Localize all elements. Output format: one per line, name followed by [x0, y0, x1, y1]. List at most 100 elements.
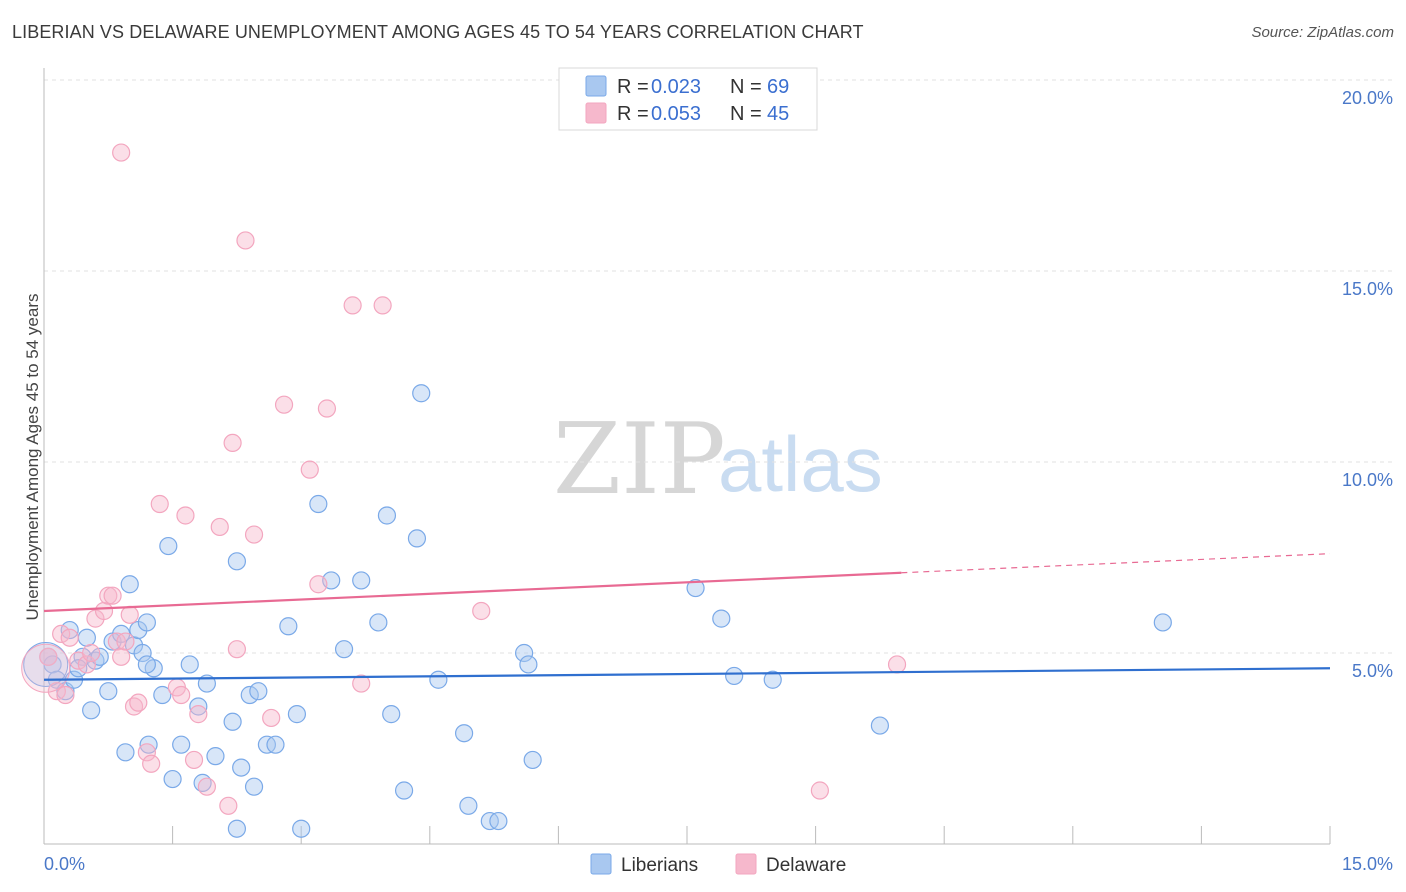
- scatter-point: [472, 601, 491, 621]
- scatter-point: [686, 578, 705, 598]
- watermark-zip: ZIP: [553, 403, 726, 517]
- legend-n-label-liberians: N =: [730, 76, 762, 98]
- scatter-point: [394, 781, 414, 800]
- scatter-point: [112, 143, 131, 162]
- scatter-point: [137, 613, 156, 632]
- scatter-point: [236, 231, 255, 250]
- legend-r-value-delaware: 0.053: [651, 103, 701, 125]
- trend-line-extension: [901, 553, 1331, 574]
- bottom-legend-label-delaware: Delaware: [766, 855, 846, 876]
- scatter-point: [232, 758, 251, 777]
- scatter-point: [139, 735, 158, 754]
- x-tick-label: 15.0%: [1342, 854, 1393, 874]
- legend-r-label-delaware: R =: [617, 103, 649, 125]
- scatter-point: [249, 682, 268, 701]
- scatter-point: [300, 460, 319, 479]
- scatter-point: [343, 296, 362, 315]
- scatter-point: [52, 624, 71, 644]
- scatter-point: [189, 705, 208, 724]
- scatter-point: [82, 701, 101, 720]
- scatter-point: [810, 781, 829, 800]
- scatter-point: [274, 395, 294, 414]
- scatter-point: [244, 525, 264, 544]
- scatter-point: [352, 571, 371, 590]
- scatter-point: [489, 811, 508, 831]
- scatter-point: [176, 506, 195, 525]
- scatter-point: [373, 296, 392, 315]
- scatter-point: [223, 433, 242, 452]
- scatter-point: [99, 586, 118, 605]
- scatter-point: [227, 552, 246, 571]
- scatter-point: [227, 640, 246, 659]
- scatter-point: [129, 693, 148, 712]
- scatter-point: [266, 735, 285, 754]
- scatter-point: [429, 670, 448, 689]
- y-tick-labels: 5.0% 10.0% 15.0% 20.0%: [1342, 88, 1393, 681]
- scatter-point: [206, 747, 225, 766]
- x-tick-label: 0.0%: [44, 854, 85, 874]
- scatter-point: [279, 617, 298, 636]
- x-ticks: [43, 826, 1331, 844]
- scatter-point: [262, 708, 281, 728]
- scatter-point: [369, 613, 388, 632]
- scatter-point: [120, 575, 139, 594]
- scatter-point: [137, 655, 156, 674]
- legend: R = 0.023 N = 69 R = 0.053 N = 45: [558, 67, 818, 131]
- trend-lines: [43, 553, 1331, 681]
- scatter-point: [99, 682, 118, 701]
- y-tick-label: 5.0%: [1352, 661, 1393, 681]
- scatter-point: [189, 697, 208, 716]
- scatter-point: [172, 735, 191, 754]
- scatter-point: [159, 536, 178, 556]
- legend-swatch-liberians: [585, 75, 607, 97]
- scatter-point: [292, 819, 311, 838]
- scatter-point: [60, 628, 79, 647]
- scatter-point: [725, 666, 744, 686]
- scatter-point: [407, 529, 427, 548]
- scatter-point: [77, 655, 96, 674]
- scatter-point: [116, 632, 135, 651]
- scatter-point: [382, 705, 401, 724]
- legend-swatch-delaware: [585, 102, 607, 124]
- scatter-point: [103, 586, 122, 605]
- series-liberians-points: [23, 384, 1172, 838]
- scatter-point: [240, 685, 259, 705]
- scatter-point: [94, 601, 114, 621]
- scatter-point: [317, 399, 337, 418]
- scatter-point: [712, 609, 731, 628]
- trend-line: [43, 667, 1331, 681]
- scatter-point: [523, 750, 542, 770]
- scatter-point: [309, 575, 328, 594]
- scatter-point: [352, 674, 371, 693]
- legend-n-label-delaware: N =: [730, 103, 762, 125]
- y-tick-label: 10.0%: [1342, 470, 1393, 490]
- legend-r-label-liberians: R =: [617, 76, 649, 98]
- scatter-point: [287, 705, 307, 724]
- legend-n-value-delaware: 45: [767, 103, 789, 125]
- scatter-point: [180, 655, 199, 674]
- bottom-legend-swatch-delaware: [735, 853, 757, 875]
- scatter-point: [150, 494, 169, 514]
- scatter-point: [184, 750, 204, 770]
- scatter-point: [56, 685, 75, 705]
- bottom-legend-swatch-liberians: [590, 853, 612, 875]
- scatter-point: [1153, 613, 1172, 632]
- scatter-point: [334, 640, 354, 659]
- bottom-legend: Liberians Delaware: [590, 853, 846, 876]
- scatter-point: [219, 796, 238, 815]
- scatter-point: [77, 628, 96, 647]
- scatter-point: [112, 647, 131, 666]
- scatter-point: [133, 643, 152, 663]
- legend-n-value-liberians: 69: [767, 76, 789, 98]
- scatter-point: [377, 506, 397, 525]
- bottom-legend-label-liberians: Liberians: [621, 855, 698, 876]
- trend-line: [43, 571, 902, 613]
- scatter-point: [887, 655, 907, 674]
- scatter-point: [244, 777, 264, 796]
- scatter-point: [39, 647, 58, 666]
- scatter-point: [120, 605, 139, 624]
- scatter-point-large: [21, 643, 71, 693]
- scatter-point: [137, 743, 156, 762]
- x-tick-labels: 0.0% 15.0%: [44, 854, 1393, 874]
- y-axis-title: Unemployment Among Ages 45 to 54 years: [23, 294, 42, 621]
